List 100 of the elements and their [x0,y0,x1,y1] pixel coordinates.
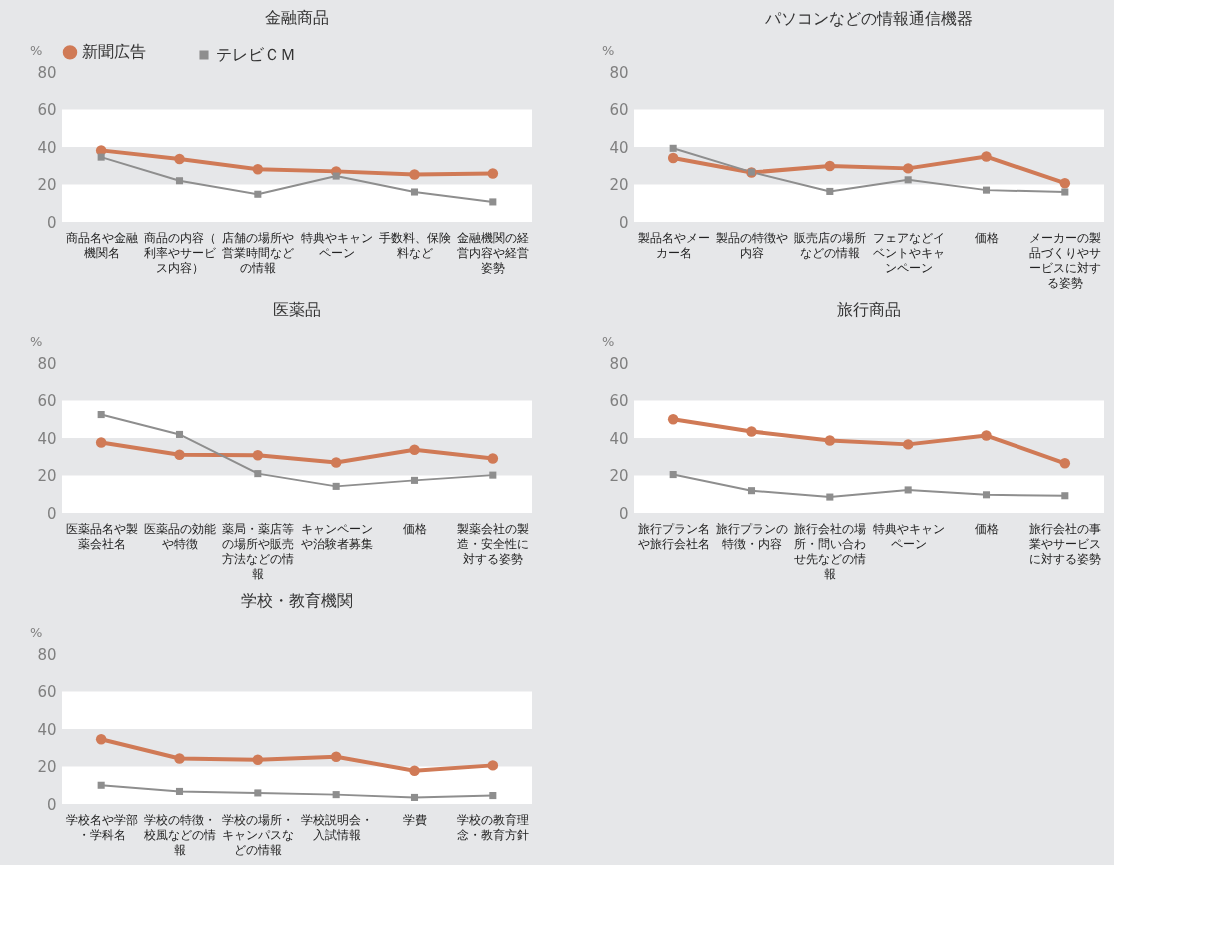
x-tick-label: 旅行プラン名や旅行会社名 [637,521,710,551]
y-tick-label: 80 [609,354,629,373]
point [902,439,914,450]
y-tick-label: 0 [46,213,57,232]
point [332,482,340,490]
point [489,792,497,800]
point [332,172,340,180]
point [982,186,991,194]
point [489,471,497,479]
y-tick-label: 80 [609,63,629,82]
x-tick-label: 特典やキャンペーン [872,521,945,551]
point [252,754,264,765]
y-tick-label: 80 [37,645,57,664]
y-tick-label: 40 [609,138,629,157]
x-tick-label: 学校名や学部・学科名 [65,812,138,842]
legend-label: 新聞広告 [82,42,146,62]
x-tick-label: 医薬品名や製薬会社名 [65,521,138,551]
point [252,164,264,175]
point [95,734,107,745]
y-tick-label: 40 [37,138,57,157]
point [1059,177,1071,189]
point [824,160,836,172]
point [97,781,105,789]
x-tick-label: メーカーの製品づくりやサービスに対する姿勢 [1029,230,1102,290]
y-axis-title: % [30,43,43,58]
y-tick-label: 0 [46,504,57,523]
y-tick-label: 40 [609,429,629,448]
y-axis-title: % [30,625,43,640]
point [1061,492,1069,500]
x-tick-label: 旅行会社の事業やサービスに対する姿勢 [1029,521,1102,566]
point [982,491,991,499]
x-tick-label: 特典やキャンペーン [300,230,373,260]
chart-title: 金融商品 [265,8,329,27]
x-tick-label: 薬局・薬店等の場所や販売方法などの情報 [222,521,295,581]
point [97,153,105,161]
point [410,476,419,484]
point [330,751,342,762]
x-tick-label: キャンペーンや治験者募集 [300,521,373,551]
x-tick-label: フェアなどイベントやキャンペーン [872,230,945,275]
y-axis-title: % [30,334,43,349]
point [174,449,185,460]
point [667,414,679,425]
y-tick-label: 0 [46,795,57,814]
point [330,457,342,468]
x-tick-label: 販売店の場所などの情報 [794,230,867,260]
point [487,168,499,179]
x-tick-label: 旅行会社の場所・問い合わせ先などの情報 [794,521,867,581]
x-tick-label: 学校の特徴・校風などの情報 [143,812,216,857]
point [254,190,262,198]
x-tick-label: 金融機関の経営内容や経営姿勢 [457,230,530,275]
y-tick-label: 40 [37,720,57,739]
y-tick-label: 60 [609,101,629,119]
x-tick-label: 学校説明会・入試情報 [300,812,373,842]
y-tick-label: 40 [37,429,57,448]
point [487,453,499,464]
x-tick-label: 店舗の場所や営業時間などの情報 [222,230,295,275]
chart-title: 医薬品 [273,300,321,319]
y-tick-label: 60 [37,392,57,410]
x-tick-label: 製品名やメーカー名 [637,230,710,260]
point [746,426,757,437]
y-tick-label: 20 [609,467,629,485]
point [175,177,184,185]
x-tick-label: 製品の特徴や内容 [716,230,788,260]
x-tick-label: 商品名や金融機関名 [65,230,138,260]
point [669,471,677,479]
point [332,791,340,799]
point [487,760,499,771]
point [902,163,914,174]
point [410,188,419,196]
point [1059,458,1071,469]
point [667,152,679,164]
point [410,793,419,801]
point [904,176,912,184]
legend-label: テレビＣＭ [216,45,296,64]
y-tick-label: 80 [37,354,57,373]
x-tick-label: 手数料、保険料など [379,230,451,260]
point [826,187,834,195]
point [826,493,834,501]
point [409,444,420,456]
point [747,487,756,495]
y-tick-label: 60 [609,392,629,410]
chart-title: 学校・教育機関 [241,591,353,610]
y-axis-title: % [602,43,615,58]
y-tick-label: 0 [618,504,629,523]
point [175,430,184,438]
point [981,430,992,441]
x-tick-label: 学校の場所・キャンパスなどの情報 [222,812,295,857]
y-tick-label: 0 [618,213,629,232]
point [409,169,420,180]
point [254,789,262,797]
chart-title: 旅行商品 [837,300,901,319]
y-tick-label: 20 [37,758,57,776]
point [252,450,264,461]
point [254,470,262,478]
y-tick-label: 60 [37,101,57,119]
y-tick-label: 20 [37,467,57,485]
point [95,437,107,448]
point [904,486,912,494]
point [409,765,420,777]
x-tick-label: 商品の内容（利率やサービス内容） [144,230,217,275]
